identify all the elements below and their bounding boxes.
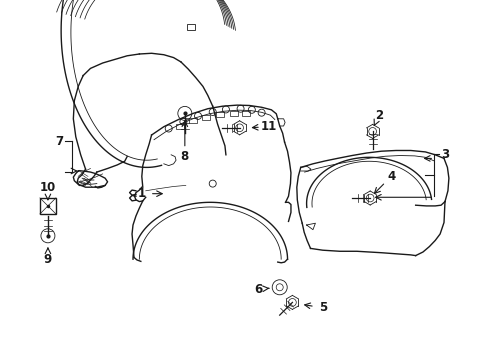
Text: 9: 9 bbox=[44, 253, 52, 266]
Bar bbox=[186, 24, 194, 30]
Bar bbox=[176, 123, 183, 129]
Bar bbox=[189, 118, 197, 123]
Text: 11: 11 bbox=[260, 120, 277, 133]
Text: 10: 10 bbox=[40, 181, 56, 194]
Text: 2: 2 bbox=[374, 109, 382, 122]
Bar bbox=[229, 111, 237, 116]
Text: 5: 5 bbox=[318, 301, 326, 314]
Text: 4: 4 bbox=[386, 170, 394, 183]
Bar bbox=[216, 112, 224, 117]
Bar bbox=[202, 115, 210, 120]
Text: 6: 6 bbox=[254, 283, 262, 296]
Bar bbox=[40, 198, 56, 214]
Text: 1: 1 bbox=[138, 187, 145, 200]
Text: 7: 7 bbox=[56, 135, 63, 148]
Bar bbox=[242, 111, 249, 116]
Text: 8: 8 bbox=[181, 150, 188, 163]
Text: 3: 3 bbox=[440, 148, 448, 161]
